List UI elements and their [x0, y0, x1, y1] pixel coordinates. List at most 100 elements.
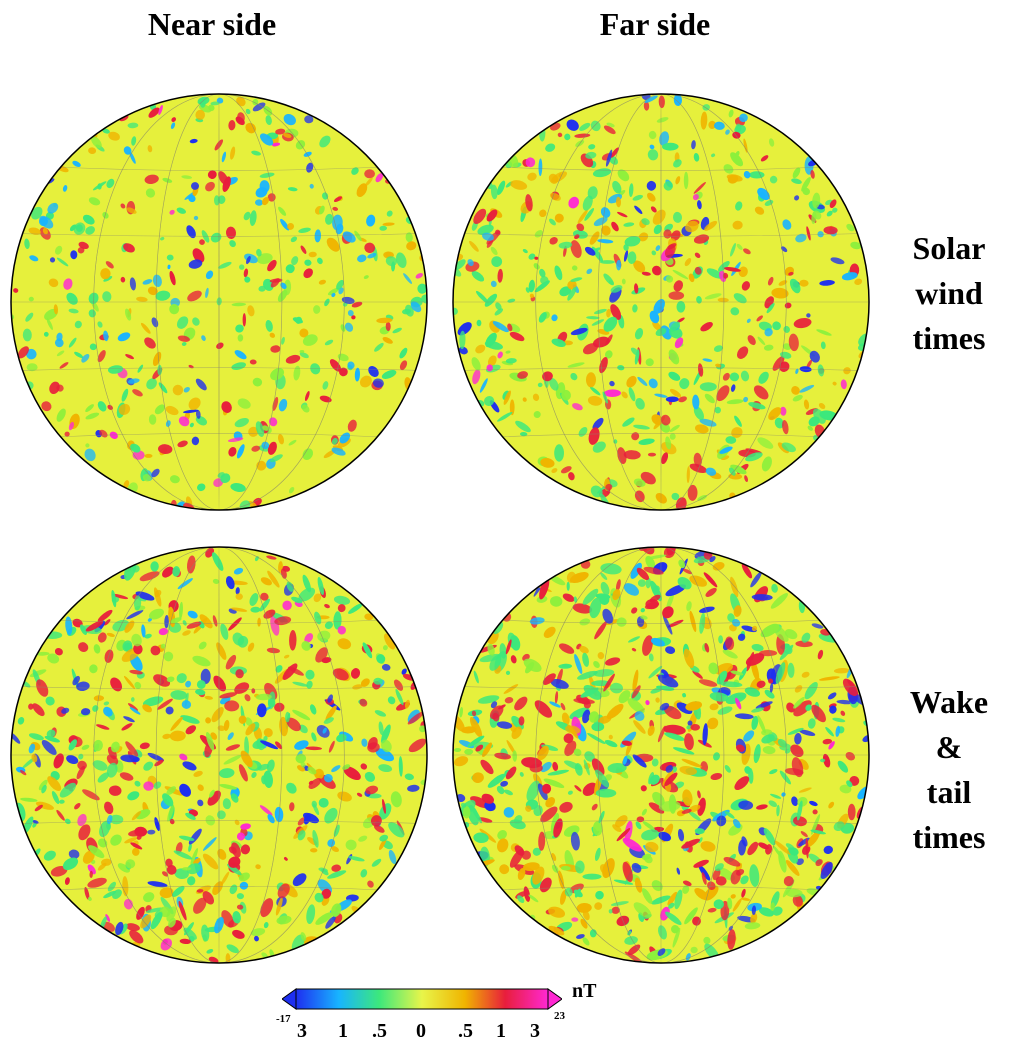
- anomaly-blob: [730, 243, 736, 257]
- anomaly-blob: [306, 680, 313, 689]
- anomaly-blob: [537, 783, 548, 801]
- anomaly-blob: [299, 349, 305, 354]
- colorbar-tick-label: 3: [530, 1020, 540, 1042]
- anomaly-blob: [689, 463, 707, 474]
- anomaly-blob: [703, 572, 718, 588]
- anomaly-blob: [654, 393, 668, 398]
- anomaly-blob: [558, 241, 573, 249]
- anomaly-blob: [238, 872, 250, 882]
- anomaly-blob: [505, 766, 517, 780]
- anomaly-blob: [345, 839, 357, 851]
- anomaly-blob: [243, 268, 249, 278]
- anomaly-blob: [534, 700, 553, 718]
- row-title-line: Wake: [909, 684, 989, 720]
- anomaly-blob: [827, 692, 837, 700]
- anomaly-blob: [295, 316, 303, 324]
- anomaly-blob: [652, 265, 662, 276]
- anomaly-blob: [244, 276, 251, 283]
- anomaly-blob: [793, 697, 805, 709]
- anomaly-blob: [634, 283, 639, 294]
- globe-near-side-solar-wind: [10, 93, 428, 511]
- anomaly-blob: [570, 372, 578, 381]
- anomaly-blob: [121, 723, 133, 731]
- anomaly-blob: [643, 566, 664, 575]
- anomaly-blob: [454, 756, 469, 767]
- anomaly-blob: [56, 257, 69, 267]
- anomaly-blob: [615, 815, 628, 828]
- anomaly-blob: [240, 844, 251, 855]
- anomaly-blob: [177, 440, 188, 448]
- anomaly-blob: [271, 142, 281, 147]
- anomaly-blob: [124, 837, 138, 844]
- anomaly-blob: [225, 744, 240, 751]
- anomaly-blob: [579, 618, 591, 626]
- anomaly-blob: [285, 711, 290, 723]
- anomaly-blob: [803, 399, 810, 410]
- anomaly-blob: [526, 780, 540, 802]
- anomaly-blob: [533, 263, 540, 270]
- anomaly-blob: [62, 857, 79, 871]
- anomaly-blob: [312, 803, 320, 816]
- anomaly-blob: [643, 854, 653, 864]
- anomaly-blob: [164, 925, 178, 936]
- anomaly-blob: [48, 278, 59, 288]
- anomaly-blob: [644, 602, 660, 610]
- anomaly-blob: [257, 763, 270, 771]
- anomaly-blob: [107, 365, 124, 374]
- anomaly-blob: [560, 865, 571, 871]
- anomaly-blob: [517, 867, 526, 881]
- anomaly-blob: [794, 685, 803, 693]
- anomaly-blob: [822, 738, 833, 745]
- anomaly-blob: [70, 250, 78, 260]
- anomaly-blob: [251, 445, 261, 452]
- anomaly-blob: [653, 299, 665, 314]
- anomaly-blob: [479, 828, 497, 843]
- anomaly-blob: [130, 443, 141, 453]
- anomaly-blob: [230, 146, 236, 160]
- anomaly-blob: [371, 858, 382, 867]
- anomaly-blob: [419, 725, 426, 733]
- anomaly-blob: [595, 890, 604, 900]
- anomaly-blob: [765, 844, 773, 855]
- anomaly-blob: [616, 827, 631, 842]
- anomaly-blob: [109, 431, 118, 439]
- anomaly-blob: [591, 722, 605, 732]
- anomaly-blob: [270, 278, 280, 288]
- anomaly-blob: [74, 802, 81, 810]
- anomaly-blob: [28, 743, 36, 754]
- anomaly-blob: [237, 334, 244, 342]
- anomaly-blob: [589, 597, 602, 619]
- anomaly-blob: [618, 690, 631, 704]
- anomaly-blob: [255, 187, 268, 198]
- anomaly-blob: [573, 748, 582, 757]
- anomaly-blob: [743, 170, 751, 179]
- anomaly-blob: [693, 406, 705, 421]
- anomaly-blob: [774, 417, 784, 429]
- anomaly-blob: [167, 804, 175, 822]
- anomaly-blob: [228, 846, 237, 854]
- anomaly-blob: [322, 727, 327, 734]
- anomaly-blob: [134, 681, 142, 689]
- anomaly-blob: [307, 766, 317, 775]
- anomaly-blob: [648, 130, 657, 140]
- anomaly-blob: [674, 889, 683, 910]
- anomaly-blob: [176, 207, 186, 214]
- anomaly-blob: [459, 706, 464, 718]
- anomaly-blob: [582, 195, 593, 211]
- anomaly-blob: [514, 845, 525, 856]
- anomaly-blob: [791, 757, 804, 778]
- anomaly-blob: [727, 929, 736, 950]
- anomaly-blob: [115, 921, 124, 936]
- anomaly-blob: [724, 811, 735, 819]
- anomaly-blob: [622, 861, 633, 883]
- anomaly-blob: [733, 605, 742, 617]
- anomaly-blob: [653, 224, 662, 235]
- anomaly-blob: [348, 855, 365, 862]
- anomaly-blob: [364, 613, 374, 621]
- anomaly-blob: [181, 700, 192, 709]
- anomaly-blob: [651, 758, 659, 767]
- anomaly-blob: [702, 723, 708, 746]
- anomaly-blob: [90, 136, 102, 149]
- anomaly-blob: [820, 758, 826, 763]
- anomaly-blob: [522, 249, 528, 254]
